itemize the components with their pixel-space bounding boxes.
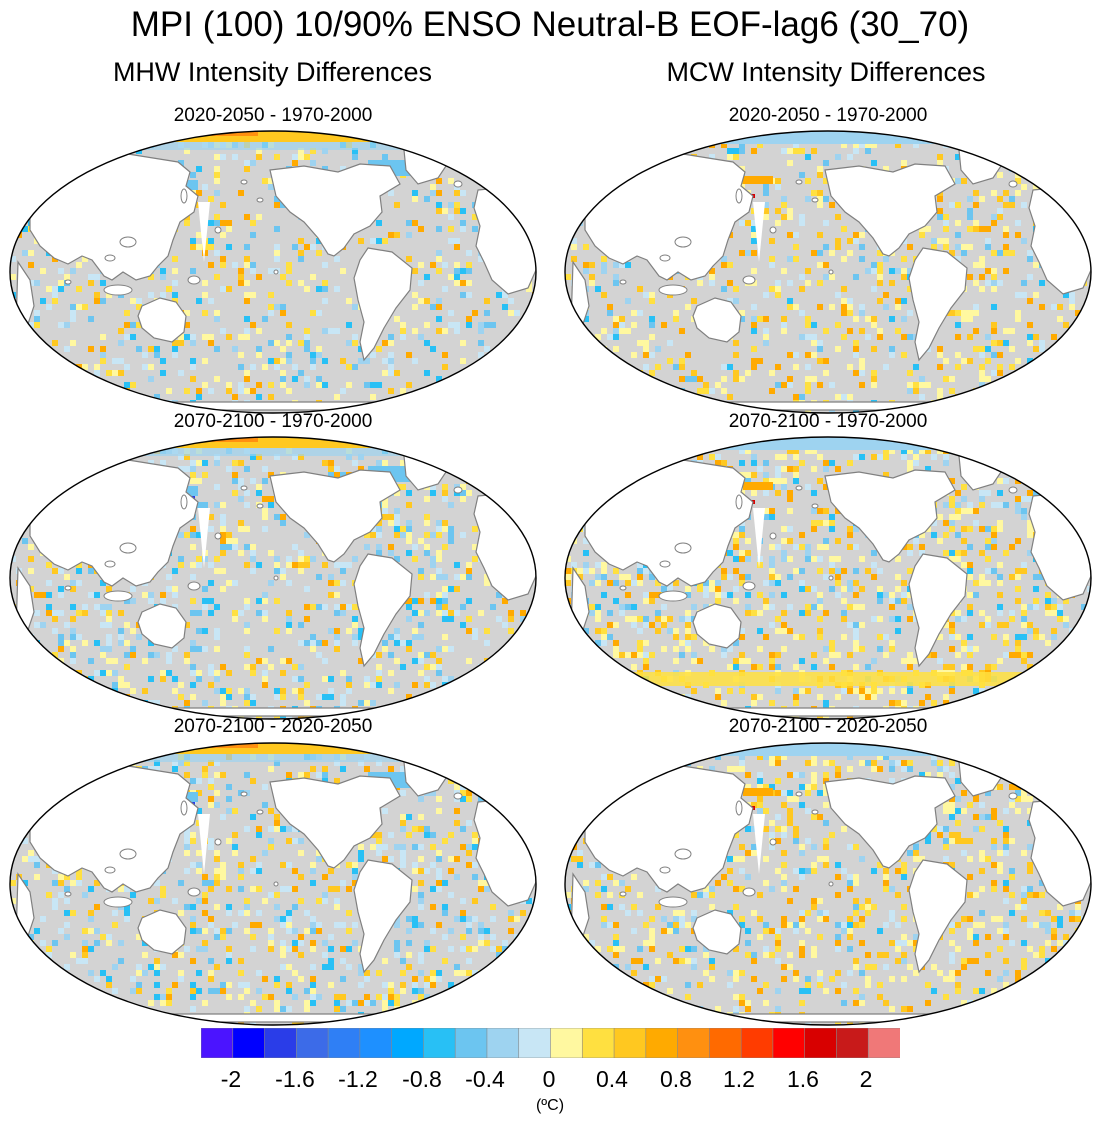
- colorbar-swatch: [804, 1028, 838, 1058]
- land-mass: [137, 297, 187, 343]
- colorbar-swatch: [613, 1028, 647, 1058]
- colorbar-swatch: [518, 1028, 552, 1058]
- colorbar-swatch: [296, 1028, 329, 1058]
- land-mass: [137, 909, 187, 955]
- land-mass: [908, 553, 968, 668]
- map-mhw-2020-2050-minus-1970-2000: [9, 130, 537, 414]
- land-mass: [692, 297, 742, 343]
- land-mass: [269, 775, 401, 869]
- land-mass: [908, 247, 968, 362]
- land-mass: [137, 603, 187, 649]
- land-mass: [692, 909, 742, 955]
- colorbar-tick-label: 1.6: [787, 1066, 819, 1092]
- colorbar: [201, 1028, 900, 1058]
- colorbar-tick-label: -0.8: [402, 1066, 442, 1092]
- map-border: [9, 130, 537, 414]
- colorbar-tick-label: 2: [859, 1066, 873, 1092]
- land-mass: [29, 459, 199, 587]
- land-mass: [29, 153, 199, 281]
- colorbar-swatch: [550, 1028, 583, 1058]
- map-mcw-2070-2100-minus-2020-2050: [564, 742, 1092, 1026]
- colorbar-swatch: [772, 1028, 806, 1058]
- colorbar-tick-label: -2: [220, 1066, 242, 1092]
- land-mass: [824, 775, 956, 869]
- colorbar-swatch: [201, 1028, 234, 1058]
- map-border: [564, 436, 1092, 720]
- map-mcw-2020-2050-minus-1970-2000: [564, 130, 1092, 414]
- panel-title-mhw-1: 2020-2050 - 1970-2000: [173, 105, 373, 126]
- colorbar-swatch: [264, 1028, 297, 1058]
- colorbar-swatch: [454, 1028, 488, 1058]
- land-mass: [908, 859, 968, 974]
- figure-title: MPI (100) 10/90% ENSO Neutral-B EOF-lag6…: [130, 5, 970, 44]
- mcw-column-title: MCW Intensity Differences: [666, 57, 986, 87]
- colorbar-swatch: [327, 1028, 361, 1058]
- colorbar-tick-label: -0.4: [465, 1066, 505, 1092]
- land-mass: [269, 469, 401, 563]
- land-mass: [353, 859, 413, 974]
- colorbar-swatch: [740, 1028, 774, 1058]
- panel-title-mcw-2: 2070-2100 - 1970-2000: [728, 411, 928, 432]
- map-border: [9, 436, 537, 720]
- panel-title-mcw-3: 2070-2100 - 2020-2050: [728, 716, 928, 737]
- panel-title-mcw-1: 2020-2050 - 1970-2000: [728, 105, 928, 126]
- land-mass: [269, 163, 401, 257]
- colorbar-tick-label: 1.2: [723, 1066, 755, 1092]
- colorbar-swatch: [359, 1028, 393, 1058]
- colorbar-swatch: [867, 1028, 900, 1058]
- land-mass: [584, 153, 754, 281]
- mhw-column-title: MHW Intensity Differences: [112, 57, 433, 87]
- map-border: [9, 742, 537, 1026]
- colorbar-tick-label: 0: [542, 1066, 556, 1092]
- colorbar-tick-label: -1.2: [338, 1066, 378, 1092]
- panel-title-mhw-3: 2070-2100 - 2020-2050: [173, 716, 373, 737]
- land-mass: [353, 247, 413, 362]
- land-mass: [824, 469, 956, 563]
- colorbar-units: (ºC): [535, 1097, 565, 1114]
- panel-title-mhw-2: 2070-2100 - 1970-2000: [173, 411, 373, 432]
- land-mass: [353, 553, 413, 668]
- colorbar-tick-label: 0.4: [596, 1066, 628, 1092]
- map-mcw-2070-2100-minus-1970-2000: [564, 436, 1092, 720]
- colorbar-swatch: [486, 1028, 520, 1058]
- land-mass: [29, 765, 199, 893]
- colorbar-swatch: [232, 1028, 266, 1058]
- map-mhw-2070-2100-minus-2020-2050: [9, 742, 537, 1026]
- land-mass: [584, 765, 754, 893]
- land-mass: [584, 459, 754, 587]
- map-border: [564, 130, 1092, 414]
- colorbar-swatch: [709, 1028, 742, 1058]
- colorbar-swatch: [581, 1028, 615, 1058]
- colorbar-swatch: [391, 1028, 425, 1058]
- colorbar-tick-label: 0.8: [660, 1066, 692, 1092]
- map-mhw-2070-2100-minus-1970-2000: [9, 436, 537, 720]
- colorbar-swatch: [836, 1028, 869, 1058]
- colorbar-swatch: [677, 1028, 710, 1058]
- map-border: [564, 742, 1092, 1026]
- colorbar-tick-label: -1.6: [275, 1066, 315, 1092]
- land-mass: [824, 163, 956, 257]
- colorbar-swatch: [423, 1028, 456, 1058]
- colorbar-swatch: [645, 1028, 679, 1058]
- land-mass: [692, 603, 742, 649]
